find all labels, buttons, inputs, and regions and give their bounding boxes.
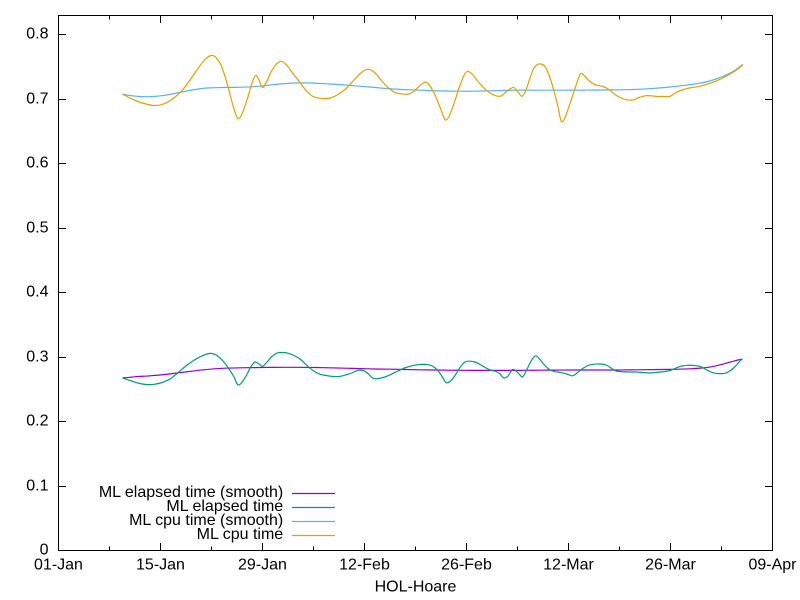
svg-text:0.6: 0.6 — [26, 154, 48, 171]
svg-text:12-Mar: 12-Mar — [543, 556, 594, 573]
svg-text:29-Jan: 29-Jan — [238, 556, 287, 573]
svg-text:ML elapsed time: ML elapsed time — [166, 498, 283, 515]
svg-text:01-Jan: 01-Jan — [34, 556, 83, 573]
svg-text:26-Mar: 26-Mar — [645, 556, 696, 573]
svg-text:0: 0 — [40, 541, 49, 558]
svg-text:0.5: 0.5 — [26, 219, 48, 236]
svg-text:0.8: 0.8 — [26, 25, 48, 42]
svg-text:0.2: 0.2 — [26, 412, 48, 429]
svg-text:09-Apr: 09-Apr — [748, 556, 797, 573]
svg-text:HOL-Hoare: HOL-Hoare — [375, 578, 457, 595]
svg-text:ML cpu time: ML cpu time — [197, 526, 284, 543]
svg-text:ML cpu time (smooth): ML cpu time (smooth) — [129, 512, 283, 529]
svg-text:0.4: 0.4 — [26, 283, 48, 300]
svg-text:26-Feb: 26-Feb — [441, 556, 492, 573]
svg-text:0.3: 0.3 — [26, 348, 48, 365]
svg-text:12-Feb: 12-Feb — [339, 556, 390, 573]
svg-text:15-Jan: 15-Jan — [136, 556, 185, 573]
svg-text:0.7: 0.7 — [26, 90, 48, 107]
svg-text:ML elapsed time (smooth): ML elapsed time (smooth) — [99, 484, 283, 501]
svg-text:0.1: 0.1 — [26, 477, 48, 494]
